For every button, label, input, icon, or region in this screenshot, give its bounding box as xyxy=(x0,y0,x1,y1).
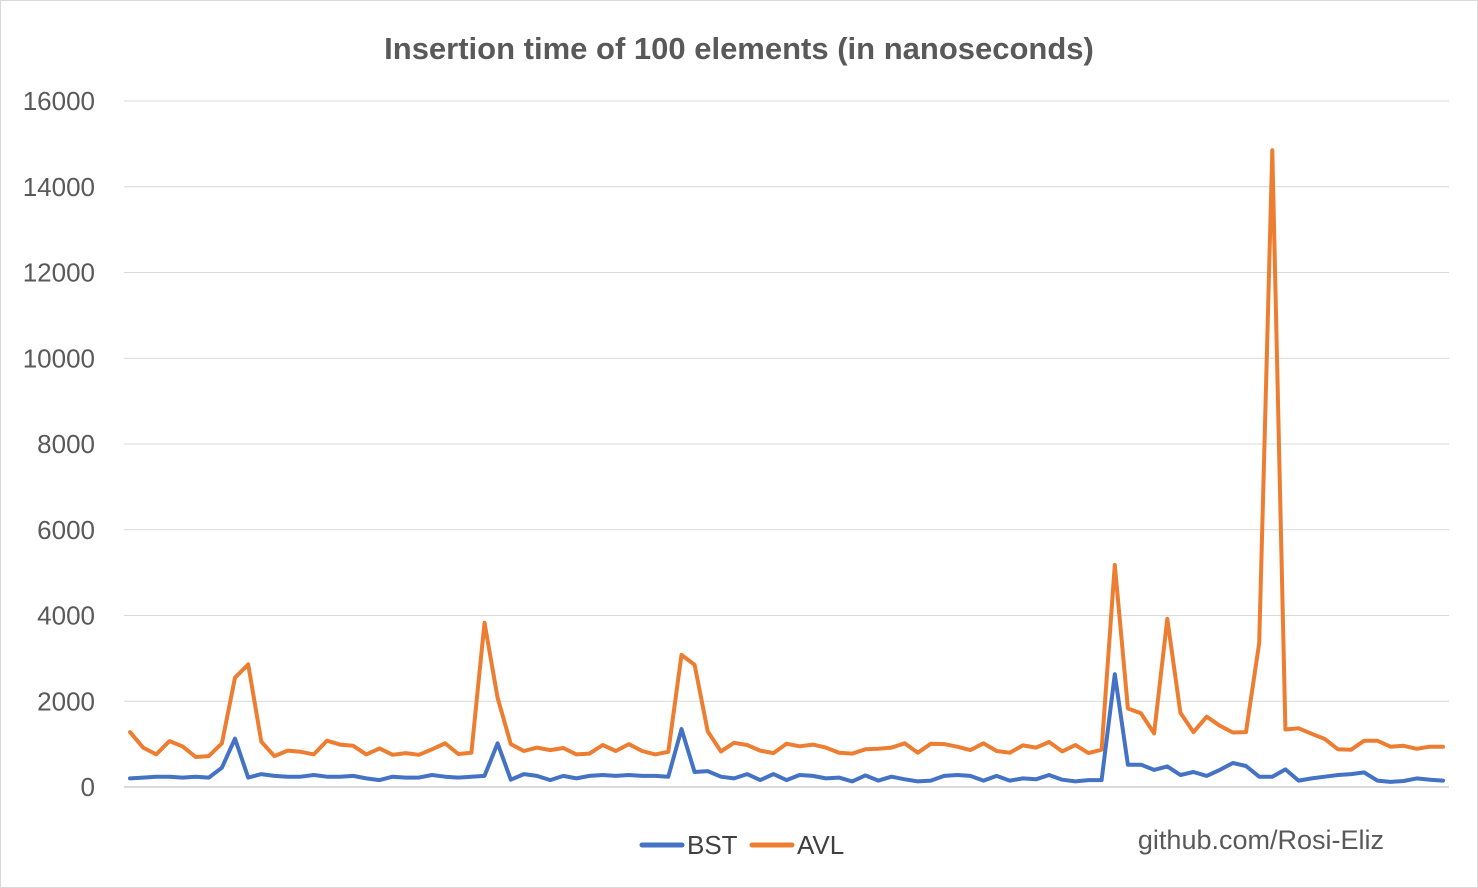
chart-title: Insertion time of 100 elements (in nanos… xyxy=(384,31,1094,66)
source-annotation: github.com/Rosi-Eliz xyxy=(1138,825,1384,855)
gridlines xyxy=(124,100,1449,788)
y-tick-label-14000: 14000 xyxy=(23,172,95,202)
y-axis-tick-labels: 0 2000 4000 6000 8000 10000 12000 14000 16000 xyxy=(23,86,95,802)
series-line-avl xyxy=(128,148,1445,759)
y-tick-label-2000: 2000 xyxy=(37,686,95,716)
legend-label-bst: BST xyxy=(687,830,738,860)
y-tick-label-6000: 6000 xyxy=(37,515,95,545)
y-tick-label-16000: 16000 xyxy=(23,86,95,116)
series-lines xyxy=(128,148,1445,784)
legend: BST AVL xyxy=(639,830,844,860)
series-line-bst xyxy=(128,672,1445,784)
legend-label-avl: AVL xyxy=(797,830,844,860)
y-tick-label-0: 0 xyxy=(81,772,95,802)
y-tick-label-8000: 8000 xyxy=(37,429,95,459)
y-tick-label-10000: 10000 xyxy=(23,343,95,373)
y-tick-label-4000: 4000 xyxy=(37,601,95,631)
y-tick-label-12000: 12000 xyxy=(23,258,95,288)
